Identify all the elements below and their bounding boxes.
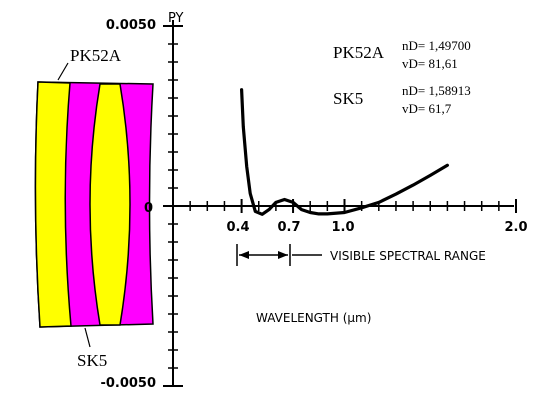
y-tick-label-top: 0.0050 [106,18,156,33]
lens-element-left-pk52a [34,81,72,328]
leader-line-sk5 [84,327,91,348]
chart: PY 0.0050 0 -0.0050 0.4 0.7 1.0 2.0 VISI… [100,11,527,391]
glass-nd-sk5: nD= 1,58913 [402,83,471,98]
lens-diagram: PK52A SK5 [34,46,154,370]
leader-line-pk52a [57,62,69,81]
visible-range-arrowhead-left [239,251,249,259]
glass-data-table: PK52A nD= 1,49700 vD= 81,61 SK5 nD= 1,58… [333,38,471,116]
visible-range-indicator: VISIBLE SPECTRAL RANGE [236,244,486,266]
lens-label-sk5: SK5 [77,351,107,370]
lens-label-pk52a: PK52A [70,46,122,65]
y-minor-ticks [163,25,183,387]
x-tick-label-1-0: 1.0 [331,220,354,235]
glass-name-sk5: SK5 [333,89,363,108]
glass-name-pk52a: PK52A [333,43,385,62]
visible-range-arrowhead-right [278,251,288,259]
lens-element-middle-pk52a [89,83,131,326]
x-axis-label: WAVELENGTH (μm) [256,311,371,325]
x-ticks [189,199,517,213]
x-tick-label-0-7: 0.7 [277,220,300,235]
y-tick-label-bottom: -0.0050 [100,376,156,391]
y-tick-label-zero: 0 [144,201,153,216]
glass-vd-sk5: vD= 61,7 [402,101,452,116]
series-line-py [240,88,449,216]
visible-range-label: VISIBLE SPECTRAL RANGE [330,249,486,263]
x-tick-label-0-4: 0.4 [226,220,249,235]
glass-vd-pk52a: vD= 81,61 [402,56,458,71]
x-tick-label-2-0: 2.0 [504,220,527,235]
glass-nd-pk52a: nD= 1,49700 [402,38,471,53]
y-axis-name: PY [168,11,184,26]
